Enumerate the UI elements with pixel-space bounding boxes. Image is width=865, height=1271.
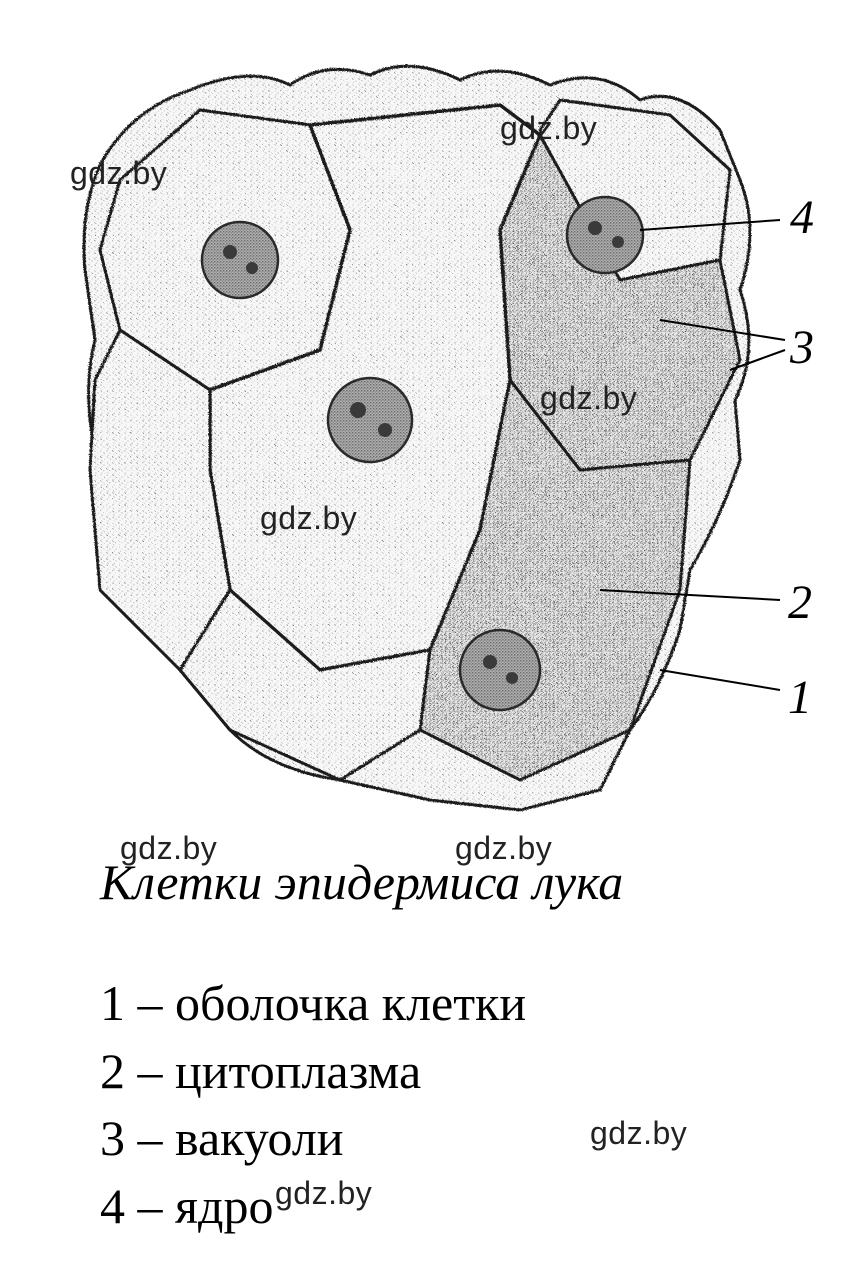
diagram-label-3: 3 [790, 320, 814, 375]
legend-item: 3 – вакуоли [100, 1105, 526, 1173]
diagram-label-4: 4 [790, 190, 814, 245]
nucleus-3-right [567, 197, 643, 273]
legend-item: 1 – оболочка клетки [100, 970, 526, 1038]
leader-1 [660, 670, 780, 690]
diagram-label-1: 1 [788, 670, 812, 725]
nucleus-1 [202, 222, 278, 298]
diagram-label-2: 2 [788, 575, 812, 630]
nucleus-4-lower [460, 630, 540, 710]
page-root: 4 3 2 1 gdz.bygdz.bygdz.bygdz.bygdz.bygd… [0, 0, 865, 1271]
nucleus-2-center [328, 378, 412, 462]
diagram-caption: Клетки эпидермиса лука [100, 855, 623, 910]
cell-diagram: 4 3 2 1 [40, 30, 820, 830]
legend: 1 – оболочка клетки2 – цитоплазма3 – вак… [100, 970, 526, 1240]
watermark: gdz.by [590, 1115, 687, 1152]
legend-item: 2 – цитоплазма [100, 1038, 526, 1106]
cell-diagram-svg [40, 30, 820, 830]
legend-item: 4 – ядро [100, 1173, 526, 1241]
